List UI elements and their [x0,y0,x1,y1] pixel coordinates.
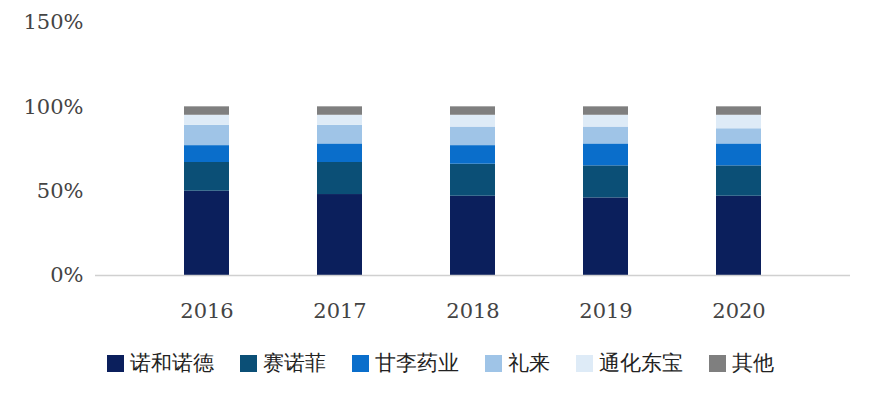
html-text:诺和诺德: 诺和诺德 [129,351,214,375]
html-text:赛诺菲: 赛诺菲 [262,351,326,375]
html-text:礼来: 礼来 [507,351,550,375]
svg-text:50%: 50% [37,179,84,203]
svg-text:2019: 2019 [579,299,632,323]
html-text:通化东宝: 通化东宝 [598,351,683,375]
svg-text:0%: 0% [50,263,83,287]
html-text:甘李药业: 甘李药业 [374,351,459,375]
svg-text:100%: 100% [23,95,83,119]
svg-text:2018: 2018 [446,299,499,323]
svg-text:2016: 2016 [180,299,233,323]
svg-text:2017: 2017 [313,299,366,323]
svg-text:2020: 2020 [712,299,765,323]
html-text:其他: 其他 [731,351,774,375]
svg-text:150%: 150% [23,10,83,34]
